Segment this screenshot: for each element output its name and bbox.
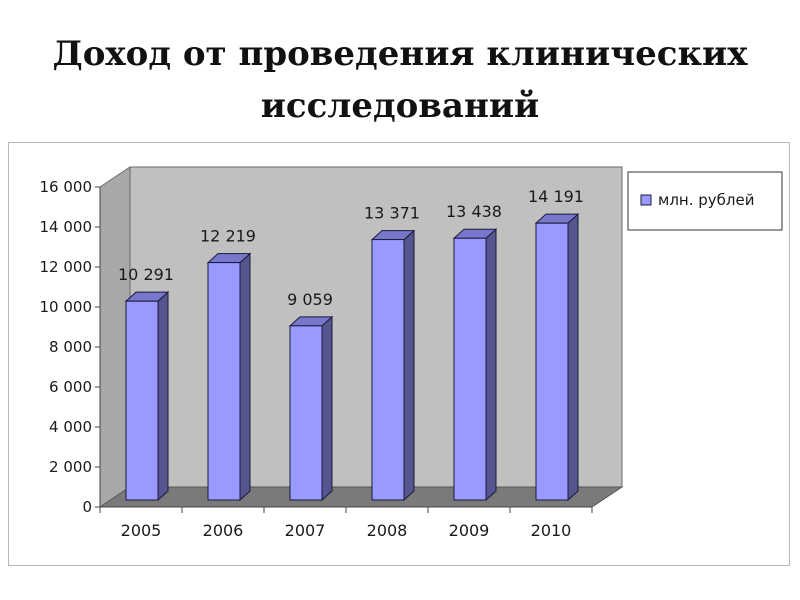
bar-side [567, 213, 579, 502]
y-tick-label: 0 [82, 498, 92, 516]
bar-side [321, 315, 333, 502]
data-label: 13 371 [364, 204, 420, 223]
legend-swatch [640, 194, 652, 206]
y-tick-label: 6 000 [49, 378, 92, 396]
bar [535, 222, 569, 501]
data-label: 14 191 [528, 187, 584, 206]
y-tick-label: 10 000 [40, 298, 93, 316]
data-label: 12 219 [200, 227, 256, 246]
bar [207, 262, 241, 501]
bar [371, 239, 405, 501]
legend-box [627, 171, 783, 231]
data-label: 13 438 [446, 202, 502, 221]
bar-side [485, 228, 497, 502]
x-tick-label: 2009 [449, 521, 490, 540]
chart-title: Доход от проведения клинических исследов… [0, 28, 800, 132]
y-tick-label: 14 000 [40, 218, 93, 236]
x-tick-label: 2010 [531, 521, 572, 540]
bar [453, 237, 487, 501]
x-tick-label: 2005 [121, 521, 162, 540]
bar-side [157, 291, 169, 502]
x-tick-label: 2007 [285, 521, 326, 540]
y-tick-label: 4 000 [49, 418, 92, 436]
legend-label: млн. рублей [658, 191, 754, 209]
x-tick-label: 2006 [203, 521, 244, 540]
y-tick-label: 8 000 [49, 338, 92, 356]
bar-side [239, 252, 251, 502]
data-label: 9 059 [287, 290, 333, 309]
chart-title-line-1: Доход от проведения клинических [52, 34, 748, 74]
y-tick-label: 12 000 [40, 258, 93, 276]
y-tick-label: 2 000 [49, 458, 92, 476]
bar-side [403, 229, 415, 502]
bar [289, 325, 323, 501]
bar [125, 300, 159, 501]
y-tick-label: 16 000 [40, 178, 93, 196]
data-label: 10 291 [118, 265, 174, 284]
chart-title-line-2: исследований [260, 86, 540, 126]
x-tick-label: 2008 [367, 521, 408, 540]
